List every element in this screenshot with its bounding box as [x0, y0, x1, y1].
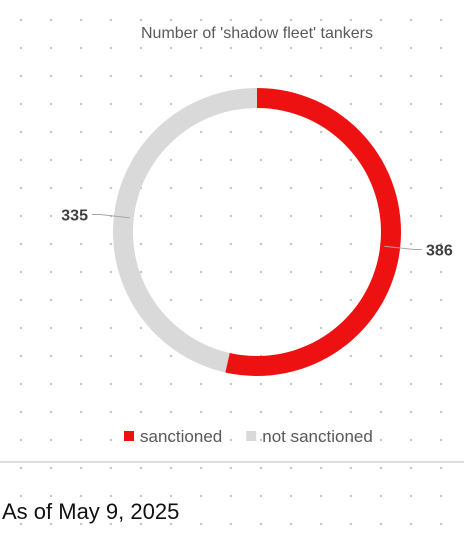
legend-swatch	[246, 431, 257, 441]
donut-segment	[112, 88, 257, 373]
leader-line	[91, 213, 130, 219]
data-label: 386	[426, 243, 453, 260]
donut-segment	[225, 88, 402, 376]
data-label: 335	[61, 207, 88, 224]
legend-label: not sanctioned	[262, 427, 373, 446]
legend-swatch	[124, 431, 134, 441]
legend-label: sanctioned	[140, 427, 222, 446]
footnote: As of May 9, 2025	[2, 499, 179, 524]
chart-title: Number of 'shadow fleet' tankers	[141, 25, 373, 42]
leader-line	[384, 245, 423, 251]
